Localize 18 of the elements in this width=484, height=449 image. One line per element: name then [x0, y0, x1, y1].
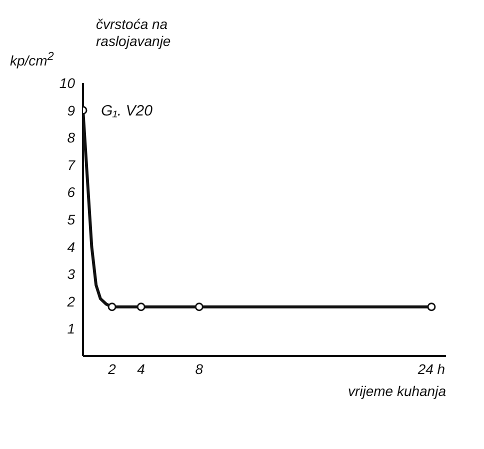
- x-tick-label: 4: [137, 360, 146, 377]
- y-tick-label: 7: [67, 156, 76, 173]
- y-tick-label: 6: [67, 184, 76, 200]
- y-tick-label: 2: [66, 293, 76, 310]
- annotation: G₁. V20: [101, 102, 154, 120]
- x-tick-label: 24 h: [416, 360, 446, 377]
- x-axis-title: vrijeme kuhanja: [348, 383, 446, 399]
- x-tick-label: 8: [195, 360, 204, 377]
- x-tick-label: 2: [107, 360, 116, 377]
- y-tick-label: 9: [67, 102, 76, 118]
- y-tick-label: 3: [67, 266, 76, 282]
- chart-title: čvrstoća na raslojavanje: [96, 16, 172, 50]
- y-tick-label: 10: [59, 74, 76, 91]
- y-tick-label: 8: [67, 130, 76, 146]
- y-tick-label: 5: [67, 211, 76, 228]
- y-axis-title: kp/cm$^{2}$: [10, 50, 54, 69]
- y-tick-label: 1: [67, 320, 75, 337]
- y-tick-label: 4: [67, 238, 76, 255]
